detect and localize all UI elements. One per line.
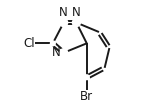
Circle shape <box>72 19 80 27</box>
Text: N: N <box>52 46 61 59</box>
Text: Br: Br <box>80 90 93 103</box>
Text: Cl: Cl <box>23 37 35 50</box>
Text: N: N <box>72 6 81 19</box>
Circle shape <box>84 75 89 80</box>
Text: N: N <box>59 6 68 19</box>
Circle shape <box>60 19 68 27</box>
Circle shape <box>51 41 55 46</box>
Circle shape <box>60 49 68 57</box>
